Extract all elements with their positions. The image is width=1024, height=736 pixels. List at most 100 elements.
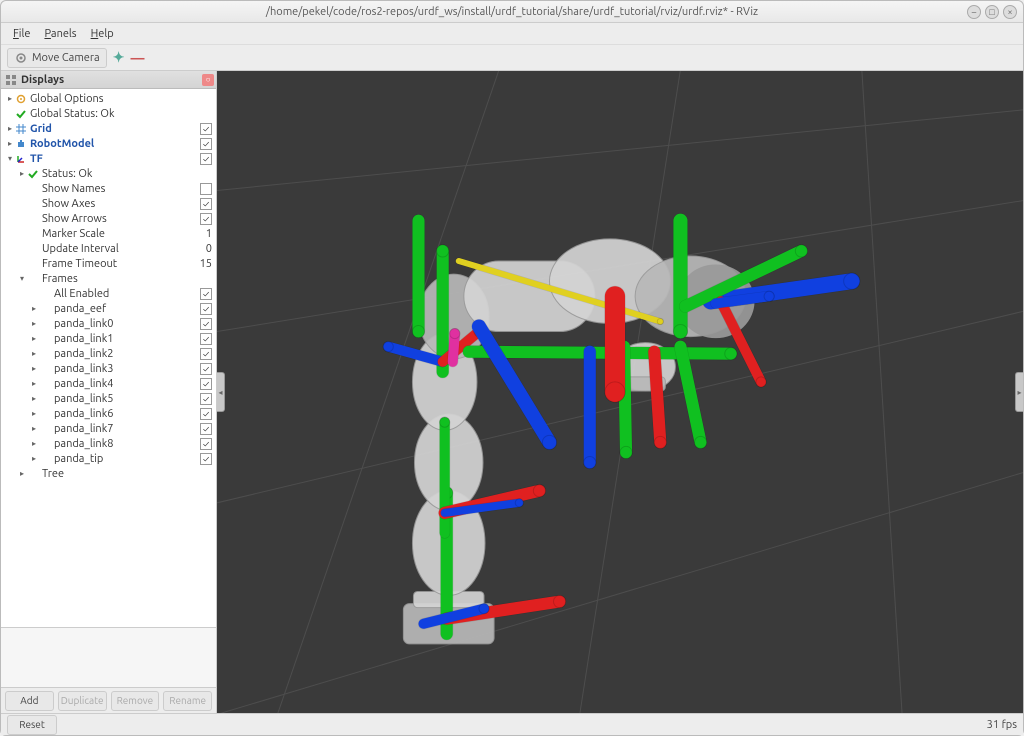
tree-all-enabled[interactable]: All Enabled✓ (1, 286, 216, 301)
tree-toggle-icon[interactable]: ▸ (29, 319, 39, 328)
tree-item-label: panda_tip (54, 453, 200, 465)
tree-tf-status[interactable]: ▸Status: Ok (1, 166, 216, 181)
tree-marker-scale[interactable]: Marker Scale1 (1, 226, 216, 241)
tree-item-label: panda_link5 (54, 393, 200, 405)
tree-toggle-icon[interactable]: ▸ (5, 94, 15, 103)
tree-frame-timeout[interactable]: Frame Timeout15 (1, 256, 216, 271)
tree-checkbox[interactable]: ✓ (200, 288, 212, 300)
tree-frame-panda_link1[interactable]: ▸panda_link1✓ (1, 331, 216, 346)
tree-global-status[interactable]: Global Status: Ok (1, 106, 216, 121)
tree-checkbox[interactable]: ✓ (200, 213, 212, 225)
tree-toggle-icon[interactable]: ▾ (17, 274, 27, 283)
tree-item-icon (39, 348, 51, 360)
tree-toggle-icon[interactable]: ▸ (29, 454, 39, 463)
tree-toggle-icon[interactable]: ▸ (29, 349, 39, 358)
tree-frames[interactable]: ▾Frames (1, 271, 216, 286)
tree-item-label: panda_eef (54, 303, 200, 315)
tree-checkbox[interactable]: ✓ (200, 303, 212, 315)
tree-checkbox[interactable]: ✓ (200, 333, 212, 345)
tree-toggle-icon[interactable]: ▸ (17, 469, 27, 478)
panel-header[interactable]: Displays ○ (1, 71, 216, 89)
tree-toggle-icon[interactable]: ▸ (29, 394, 39, 403)
tree-checkbox[interactable]: ✓ (200, 138, 212, 150)
menu-file[interactable]: File (7, 26, 36, 42)
tree-toggle-icon[interactable]: ▸ (29, 304, 39, 313)
tree-toggle-icon[interactable]: ▸ (29, 439, 39, 448)
tree-toggle-icon[interactable]: ▸ (29, 334, 39, 343)
tree-item-icon (39, 438, 51, 450)
tree-tree[interactable]: ▸Tree (1, 466, 216, 481)
tree-checkbox[interactable]: ✓ (200, 153, 212, 165)
tree-tf[interactable]: ▾TF✓ (1, 151, 216, 166)
tree-item-icon (27, 468, 39, 480)
add-button[interactable]: Add (5, 691, 54, 711)
tree-frame-panda_link6[interactable]: ▸panda_link6✓ (1, 406, 216, 421)
tree-item-label: Global Options (30, 93, 212, 105)
tree-toggle-icon[interactable]: ▸ (29, 424, 39, 433)
tree-toggle-icon[interactable]: ▸ (29, 364, 39, 373)
tree-item-icon (39, 303, 51, 315)
tree-checkbox[interactable]: ✓ (200, 123, 212, 135)
tree-item-label: Show Arrows (42, 213, 200, 225)
titlebar[interactable]: /home/pekel/code/ros2-repos/urdf_ws/inst… (1, 1, 1023, 23)
tree-checkbox[interactable]: ✓ (200, 408, 212, 420)
tree-grid[interactable]: ▸Grid✓ (1, 121, 216, 136)
tree-robotmodel[interactable]: ▸RobotModel✓ (1, 136, 216, 151)
minimize-button[interactable]: – (967, 5, 981, 19)
rename-button[interactable]: Rename (163, 691, 212, 711)
tree-toggle-icon[interactable]: ▸ (5, 139, 15, 148)
tree-toggle-icon[interactable]: ▸ (5, 124, 15, 133)
tree-show-axes[interactable]: Show Axes✓ (1, 196, 216, 211)
tree-checkbox[interactable]: ✓ (200, 378, 212, 390)
tree-toggle-icon[interactable]: ▸ (29, 379, 39, 388)
tree-item-icon (15, 153, 27, 165)
tree-checkbox[interactable]: ✓ (200, 363, 212, 375)
scene-canvas (217, 71, 1023, 713)
panel-close-icon[interactable]: ○ (202, 74, 214, 86)
maximize-button[interactable]: □ (985, 5, 999, 19)
reset-button[interactable]: Reset (7, 715, 57, 735)
duplicate-button[interactable]: Duplicate (58, 691, 107, 711)
tree-item-icon (27, 273, 39, 285)
tool-move-camera[interactable]: Move Camera (7, 48, 107, 68)
close-button[interactable]: × (1003, 5, 1017, 19)
panel-grip-icon (5, 74, 17, 86)
tree-checkbox[interactable]: ✓ (200, 423, 212, 435)
tree-frame-panda_link8[interactable]: ▸panda_link8✓ (1, 436, 216, 451)
tool-remove-icon[interactable]: — (130, 50, 144, 66)
description-area (1, 627, 216, 687)
panel-title: Displays (21, 74, 64, 86)
tree-frame-panda_link3[interactable]: ▸panda_link3✓ (1, 361, 216, 376)
tree-toggle-icon[interactable]: ▸ (17, 169, 27, 178)
tree-checkbox[interactable]: ✓ (200, 453, 212, 465)
tree-toggle-icon[interactable]: ▾ (5, 154, 15, 163)
tree-checkbox[interactable] (200, 183, 212, 195)
menu-panels[interactable]: Panels (38, 26, 82, 42)
fps-label: 31 fps (987, 719, 1017, 731)
tree-frame-panda_tip[interactable]: ▸ panda_tip✓ (1, 451, 216, 466)
tree-checkbox[interactable]: ✓ (200, 393, 212, 405)
tree-checkbox[interactable]: ✓ (200, 438, 212, 450)
viewport-3d[interactable]: ◂ ▸ (217, 71, 1023, 713)
tree-toggle-icon[interactable]: ▸ (29, 409, 39, 418)
tree-show-names[interactable]: Show Names (1, 181, 216, 196)
tree-show-arrows[interactable]: Show Arrows✓ (1, 211, 216, 226)
tree-global-options[interactable]: ▸ Global Options (1, 91, 216, 106)
tree-frame-panda_eef[interactable]: ▸ panda_eef✓ (1, 301, 216, 316)
tree-checkbox[interactable]: ✓ (200, 198, 212, 210)
tree-checkbox[interactable]: ✓ (200, 348, 212, 360)
tool-add-icon[interactable]: ✦ (113, 49, 125, 66)
tree-frame-panda_link4[interactable]: ▸panda_link4✓ (1, 376, 216, 391)
tree-frame-panda_link2[interactable]: ▸panda_link2✓ (1, 346, 216, 361)
viewport-handle-right[interactable]: ▸ (1015, 372, 1023, 412)
displays-tree[interactable]: ▸ Global OptionsGlobal Status: Ok▸Grid✓▸R… (1, 89, 216, 627)
tree-item-icon (27, 243, 39, 255)
tree-checkbox[interactable]: ✓ (200, 318, 212, 330)
tree-frame-panda_link5[interactable]: ▸ panda_link5✓ (1, 391, 216, 406)
tree-update-interval[interactable]: Update Interval0 (1, 241, 216, 256)
menu-help[interactable]: Help (85, 26, 120, 42)
viewport-handle-left[interactable]: ◂ (217, 372, 225, 412)
remove-button[interactable]: Remove (111, 691, 160, 711)
tree-frame-panda_link0[interactable]: ▸panda_link0✓ (1, 316, 216, 331)
tree-frame-panda_link7[interactable]: ▸panda_link7✓ (1, 421, 216, 436)
